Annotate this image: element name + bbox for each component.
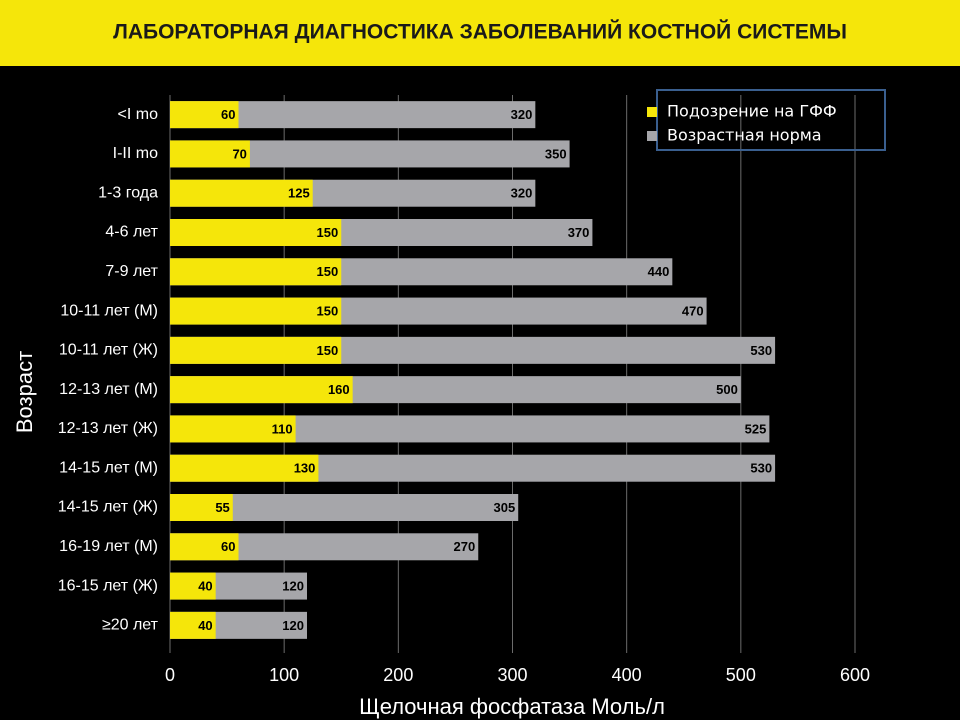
- y-tick-label: 14-15 лет (М): [59, 459, 158, 476]
- value-label: 150: [317, 343, 339, 358]
- value-label: 130: [294, 461, 316, 476]
- y-axis-label: Возраст: [12, 351, 37, 433]
- y-tick-label: 7-9 лет: [105, 263, 158, 280]
- y-tick-label: 16-19 лет (М): [59, 538, 158, 555]
- x-tick-label: 300: [497, 665, 527, 685]
- value-label: 150: [317, 225, 339, 240]
- x-tick-label: 0: [165, 665, 175, 685]
- bar: [170, 494, 233, 521]
- bar: [170, 454, 319, 482]
- x-tick-label: 100: [269, 665, 299, 685]
- y-tick-label: 10-11 лет (Ж): [59, 342, 158, 359]
- bar: [170, 101, 239, 129]
- y-tick-label: 14-15 лет (Ж): [58, 499, 158, 516]
- value-label: 320: [511, 186, 533, 201]
- y-tick-label: <I mo: [118, 106, 159, 123]
- bar: [170, 533, 239, 561]
- value-label: 320: [511, 107, 533, 122]
- bar: [170, 376, 353, 404]
- value-label: 150: [317, 264, 339, 279]
- y-tick-label: 12-13 лет (Ж): [58, 420, 158, 437]
- value-label: 40: [198, 618, 212, 633]
- value-label: 530: [750, 343, 772, 358]
- bar: [170, 140, 250, 168]
- bar: [170, 336, 342, 364]
- value-label: 270: [454, 539, 476, 554]
- x-tick-label: 200: [383, 665, 413, 685]
- bar: [170, 415, 296, 443]
- y-tick-label: I-II mo: [113, 145, 158, 162]
- value-label: 370: [568, 225, 590, 240]
- value-label: 60: [221, 107, 235, 122]
- value-label: 160: [328, 382, 350, 397]
- y-tick-label: 4-6 лет: [105, 224, 158, 241]
- value-label: 470: [682, 304, 704, 319]
- bar: [170, 572, 216, 600]
- x-tick-label: 400: [612, 665, 642, 685]
- legend-label: Подозрение на ГФФ: [667, 102, 837, 121]
- y-tick-label: 16-15 лет (Ж): [58, 577, 158, 594]
- value-label: 125: [288, 186, 310, 201]
- value-label: 305: [494, 500, 516, 515]
- value-label: 55: [215, 500, 229, 515]
- x-axis-label: Щелочная фосфатаза Моль/л: [359, 694, 665, 719]
- bar: [170, 258, 342, 286]
- value-label: 60: [221, 539, 235, 554]
- x-tick-label: 500: [726, 665, 756, 685]
- title-bar: [0, 0, 960, 66]
- bars: <I mo I-II mo 1-3 года 4-6 лет 7-9 лет 10-11 …: [58, 101, 776, 639]
- bar: [170, 611, 216, 639]
- value-label: 120: [282, 579, 304, 594]
- x-tick-label: 600: [840, 665, 870, 685]
- legend-box: [656, 89, 886, 151]
- bar: [170, 219, 342, 246]
- value-label: 440: [648, 264, 670, 279]
- value-label: 500: [716, 382, 738, 397]
- bar: [170, 179, 313, 207]
- value-label: 40: [198, 579, 212, 594]
- bar: [170, 297, 342, 325]
- legend: Подозрение на ГФФ Возрастная норма: [647, 102, 837, 145]
- y-tick-label: 10-11 лет (М): [60, 302, 158, 319]
- y-tick-label: ≥20 лет: [102, 617, 159, 634]
- value-label: 525: [745, 421, 767, 436]
- value-label: 70: [232, 146, 246, 161]
- chart-title: ЛАБОРАТОРНАЯ ДИАГНОСТИКА ЗАБОЛЕВАНИЙ КОС…: [113, 20, 847, 44]
- value-label: 530: [750, 461, 772, 476]
- value-label: 120: [282, 618, 304, 633]
- value-label: 350: [545, 146, 567, 161]
- legend-swatch: [647, 107, 657, 117]
- legend-label: Возрастная норма: [667, 126, 822, 145]
- y-tick-label: 12-13 лет (М): [59, 381, 158, 398]
- legend-swatch: [647, 131, 657, 141]
- value-label: 110: [272, 421, 293, 436]
- value-label: 150: [317, 304, 339, 319]
- y-tick-label: 1-3 года: [98, 184, 158, 201]
